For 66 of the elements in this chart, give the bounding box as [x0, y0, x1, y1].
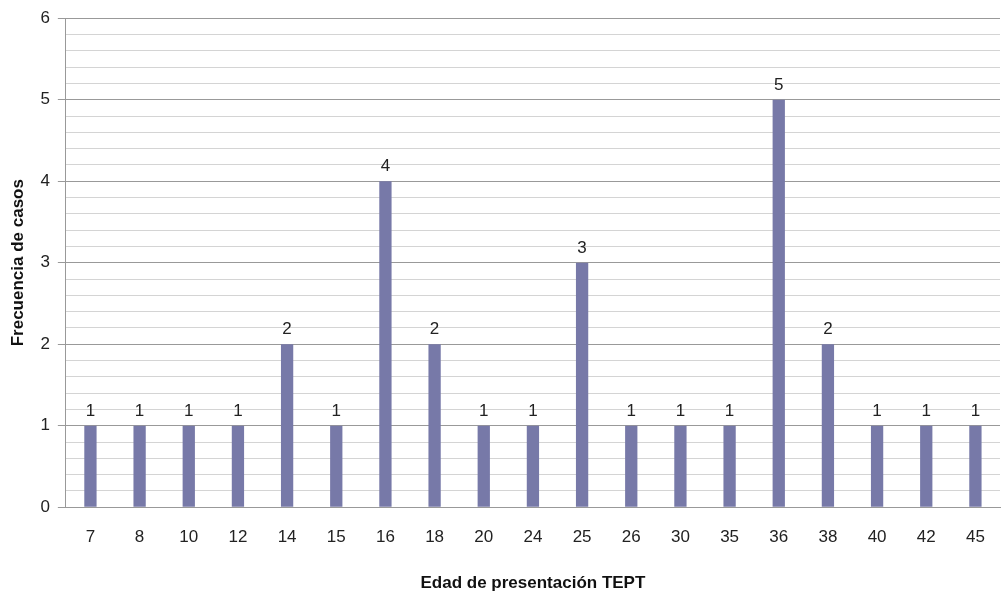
x-tick-label: 45 — [965, 527, 985, 547]
bar — [84, 425, 97, 507]
data-label: 5 — [774, 74, 784, 94]
data-label: 1 — [184, 400, 194, 420]
data-label: 1 — [872, 400, 882, 420]
y-tick-label: 5 — [40, 89, 50, 109]
bar — [674, 425, 687, 507]
bar — [821, 344, 835, 507]
y-tick-label: 6 — [40, 7, 50, 27]
x-axis-title: Edad de presentación TEPT — [420, 573, 646, 593]
y-tick-label: 4 — [40, 170, 50, 190]
data-label: 1 — [970, 400, 981, 420]
bar — [920, 425, 933, 507]
data-label: 1 — [479, 400, 489, 420]
y-tick-label: 0 — [40, 496, 50, 516]
bar — [723, 425, 736, 507]
x-tick-label: 8 — [134, 527, 145, 547]
data-label: 1 — [675, 400, 686, 420]
x-tick-label: 40 — [867, 527, 887, 547]
y-axis-title: Frecuencia de casos — [7, 179, 27, 347]
x-tick-label: 38 — [818, 527, 838, 547]
data-label: 3 — [577, 237, 587, 257]
x-tick-label: 10 — [179, 527, 199, 547]
bar — [477, 425, 490, 507]
y-tick-label: 2 — [40, 333, 50, 353]
bar — [280, 344, 294, 507]
data-label: 1 — [233, 400, 243, 420]
bar — [182, 425, 195, 507]
data-label: 2 — [282, 319, 292, 339]
x-tick-label: 16 — [375, 527, 395, 547]
x-tick-label: 15 — [326, 527, 346, 547]
data-label: 1 — [528, 400, 538, 420]
x-tick-label: 20 — [474, 527, 494, 547]
bar — [575, 262, 589, 507]
x-tick-label: 14 — [277, 527, 297, 547]
data-label: 1 — [85, 400, 96, 420]
bar — [526, 425, 540, 507]
x-tick-label: 42 — [916, 527, 936, 547]
x-tick-label: 7 — [85, 527, 96, 547]
x-tick-label: 30 — [670, 527, 690, 547]
x-tick-label: 12 — [228, 527, 248, 547]
x-tick-label: 25 — [572, 527, 592, 547]
data-label: 1 — [134, 400, 145, 420]
x-tick-label: 18 — [425, 527, 445, 547]
data-label: 1 — [724, 400, 735, 420]
x-tick-label: 24 — [523, 527, 543, 547]
data-label: 2 — [823, 319, 833, 339]
bar — [231, 425, 245, 507]
y-tick-label: 1 — [40, 415, 50, 435]
bar — [969, 425, 982, 507]
bar — [772, 99, 785, 507]
bar — [133, 425, 146, 507]
data-label: 1 — [331, 400, 341, 420]
bar — [330, 425, 343, 507]
x-tick-label: 35 — [720, 527, 740, 547]
bar — [428, 344, 441, 507]
x-tick-label: 26 — [621, 527, 641, 547]
bar — [625, 425, 638, 507]
y-tick-label: 3 — [40, 252, 50, 272]
data-label: 4 — [380, 156, 391, 176]
bar — [870, 425, 884, 507]
data-label: 2 — [429, 319, 440, 339]
data-label: 1 — [921, 400, 931, 420]
x-tick-label: 36 — [769, 527, 789, 547]
data-label: 1 — [626, 400, 636, 420]
bar — [379, 181, 392, 507]
